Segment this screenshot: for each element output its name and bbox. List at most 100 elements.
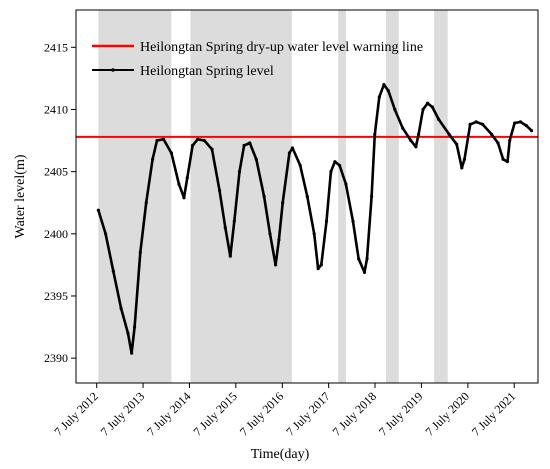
data-point-1-60	[421, 107, 425, 112]
data-point-1-49	[365, 257, 369, 261]
data-point-1-7	[132, 325, 137, 329]
data-point-1-52	[377, 95, 381, 99]
data-point-1-79	[529, 129, 534, 133]
data-point-1-44	[337, 163, 342, 168]
x-tick-label-5: 7 July 2016	[237, 389, 287, 439]
data-point-1-38	[312, 232, 316, 236]
data-point-1-43	[333, 160, 337, 164]
data-point-1-45	[344, 182, 348, 186]
data-point-1-12	[161, 137, 166, 141]
legend-label-warning-line: Heilongtan Spring dry-up water level war…	[140, 40, 423, 55]
data-point-1-8	[138, 250, 142, 255]
data-point-1-13	[169, 151, 173, 155]
data-point-1-56	[401, 126, 405, 130]
data-point-1-31	[273, 263, 278, 267]
data-point-1-17	[191, 143, 195, 148]
data-point-1-3	[111, 269, 115, 273]
data-point-1-76	[513, 121, 517, 125]
data-point-1-29	[262, 194, 266, 199]
data-point-1-74	[505, 160, 510, 164]
data-point-1-26	[242, 143, 246, 148]
data-point-1-71	[490, 132, 494, 136]
shaded-period-5	[434, 10, 448, 383]
series-layer	[96, 83, 534, 355]
x-tick-label-3: 7 July 2014	[144, 389, 194, 439]
legend: Heilongtan Spring dry-up water level war…	[92, 40, 423, 79]
data-point-1-14	[177, 182, 181, 186]
data-point-1-19	[202, 138, 206, 143]
data-point-1-41	[324, 219, 329, 223]
data-point-1-57	[409, 138, 413, 143]
data-point-1-48	[362, 270, 367, 274]
data-point-1-66	[460, 166, 464, 170]
data-point-1-51	[373, 132, 377, 136]
plot-frame	[75, 9, 539, 384]
y-tick-label-2400: 2400	[44, 227, 68, 241]
data-point-1-5	[126, 331, 130, 335]
data-point-1-64	[447, 132, 451, 136]
data-point-1-77	[518, 120, 523, 124]
data-point-1-36	[298, 163, 302, 168]
data-point-1-27	[248, 141, 252, 145]
data-point-1-54	[386, 89, 390, 93]
data-point-1-50	[369, 194, 374, 199]
data-point-1-6	[130, 351, 134, 355]
x-axis-title: Time(day)	[251, 447, 310, 462]
data-point-1-39	[316, 267, 320, 271]
data-point-1-1	[96, 208, 100, 212]
x-tick-label-10: 7 July 2021	[469, 389, 519, 439]
shaded-periods	[98, 10, 448, 383]
data-point-1-78	[524, 124, 528, 128]
data-point-1-46	[351, 219, 355, 223]
data-point-1-40	[319, 263, 323, 267]
x-tick-label-2: 7 July 2013	[98, 389, 148, 439]
y-tick-label-2415: 2415	[44, 40, 68, 54]
data-point-1-42	[329, 170, 333, 174]
data-point-1-70	[481, 122, 485, 126]
data-point-1-58	[414, 145, 418, 149]
data-point-1-67	[462, 157, 467, 161]
data-point-1-34	[287, 151, 292, 155]
data-point-1-21	[217, 188, 222, 192]
x-tick-label-7: 7 July 2018	[330, 389, 380, 439]
y-axis: 2390 2395 2400 2405 2410 2415	[44, 40, 76, 365]
data-point-1-59	[416, 132, 421, 136]
legend-label-spring-level: Heilongtan Spring level	[140, 64, 274, 79]
data-point-1-53	[382, 83, 386, 87]
data-point-1-4	[119, 306, 123, 310]
data-point-1-20	[210, 147, 214, 151]
data-point-1-10	[150, 157, 155, 161]
x-tick-label-6: 7 July 2017	[283, 389, 333, 439]
data-point-1-73	[501, 157, 505, 161]
x-tick-label-8: 7 July 2019	[376, 389, 426, 439]
data-point-1-15	[182, 196, 186, 200]
y-tick-label-2405: 2405	[44, 165, 68, 179]
x-tick-label-9: 7 July 2020	[422, 389, 472, 439]
data-point-1-23	[228, 254, 232, 258]
legend-marker-spring-level	[111, 68, 115, 72]
data-point-1-30	[268, 232, 272, 236]
shaded-period-4	[385, 10, 399, 383]
data-point-1-47	[357, 257, 361, 261]
data-point-1-32	[277, 238, 281, 242]
data-point-1-28	[254, 157, 258, 161]
data-point-1-24	[232, 219, 236, 223]
data-point-1-11	[155, 138, 159, 143]
data-point-1-68	[468, 122, 472, 126]
data-point-1-9	[144, 201, 148, 205]
data-point-1-25	[237, 170, 242, 174]
data-point-1-62	[430, 105, 434, 109]
data-point-1-2	[103, 232, 108, 236]
data-point-1-35	[290, 146, 295, 150]
y-tick-label-2395: 2395	[44, 289, 68, 303]
data-point-1-72	[496, 141, 500, 145]
y-tick-label-2390: 2390	[44, 351, 68, 365]
data-point-1-22	[223, 225, 227, 230]
data-point-1-37	[305, 194, 309, 199]
data-point-1-63	[437, 117, 441, 122]
x-tick-label-1: 7 July 2012	[51, 389, 101, 439]
data-point-1-16	[185, 176, 189, 180]
data-point-1-65	[455, 142, 459, 146]
